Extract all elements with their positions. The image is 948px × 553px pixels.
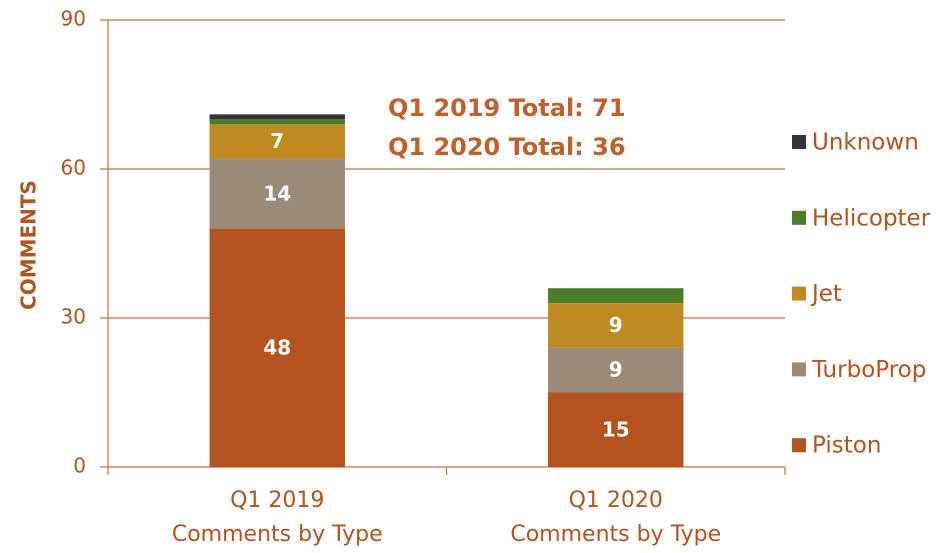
data-label: 15 bbox=[602, 417, 630, 441]
bar-segment bbox=[209, 228, 345, 467]
legend-label: TurboProp bbox=[811, 357, 926, 383]
x-tick-label: Q1 2019 Comments by Type bbox=[171, 488, 383, 547]
bar-segment bbox=[209, 119, 345, 125]
legend-label: Unknown bbox=[812, 130, 919, 156]
y-axis-label: COMMENTS bbox=[17, 180, 41, 310]
data-label: 9 bbox=[609, 313, 623, 337]
data-label: 7 bbox=[270, 129, 284, 153]
bar-segment bbox=[209, 159, 345, 229]
legend-label: Jet bbox=[810, 281, 842, 307]
data-label: 9 bbox=[609, 358, 623, 382]
bar-segment bbox=[548, 392, 684, 467]
legend-label: Piston bbox=[812, 433, 881, 459]
y-tick-label: 90 bbox=[61, 7, 86, 31]
legend-swatch bbox=[792, 362, 806, 377]
legend-swatch bbox=[792, 286, 806, 301]
y-tick-label: 0 bbox=[73, 454, 86, 478]
legend-swatch bbox=[792, 438, 806, 453]
annotation: Q1 2020 Total: 36 bbox=[388, 133, 626, 161]
legend-swatch bbox=[792, 135, 806, 149]
bar-segment bbox=[548, 288, 684, 304]
bar-segment bbox=[548, 303, 684, 348]
bar-segment bbox=[548, 347, 684, 393]
data-label: 48 bbox=[263, 335, 291, 359]
y-tick-label: 30 bbox=[61, 305, 86, 329]
y-tick-label: 60 bbox=[61, 156, 86, 180]
bar-segment bbox=[209, 114, 345, 120]
data-label: 14 bbox=[263, 181, 291, 205]
legend-swatch bbox=[792, 210, 806, 225]
x-tick-label: Q1 2020 Comments by Type bbox=[510, 488, 722, 547]
bar-segment bbox=[209, 124, 345, 160]
legend-label: Helicopter bbox=[812, 205, 931, 231]
annotation: Q1 2019 Total: 71 bbox=[388, 94, 626, 122]
